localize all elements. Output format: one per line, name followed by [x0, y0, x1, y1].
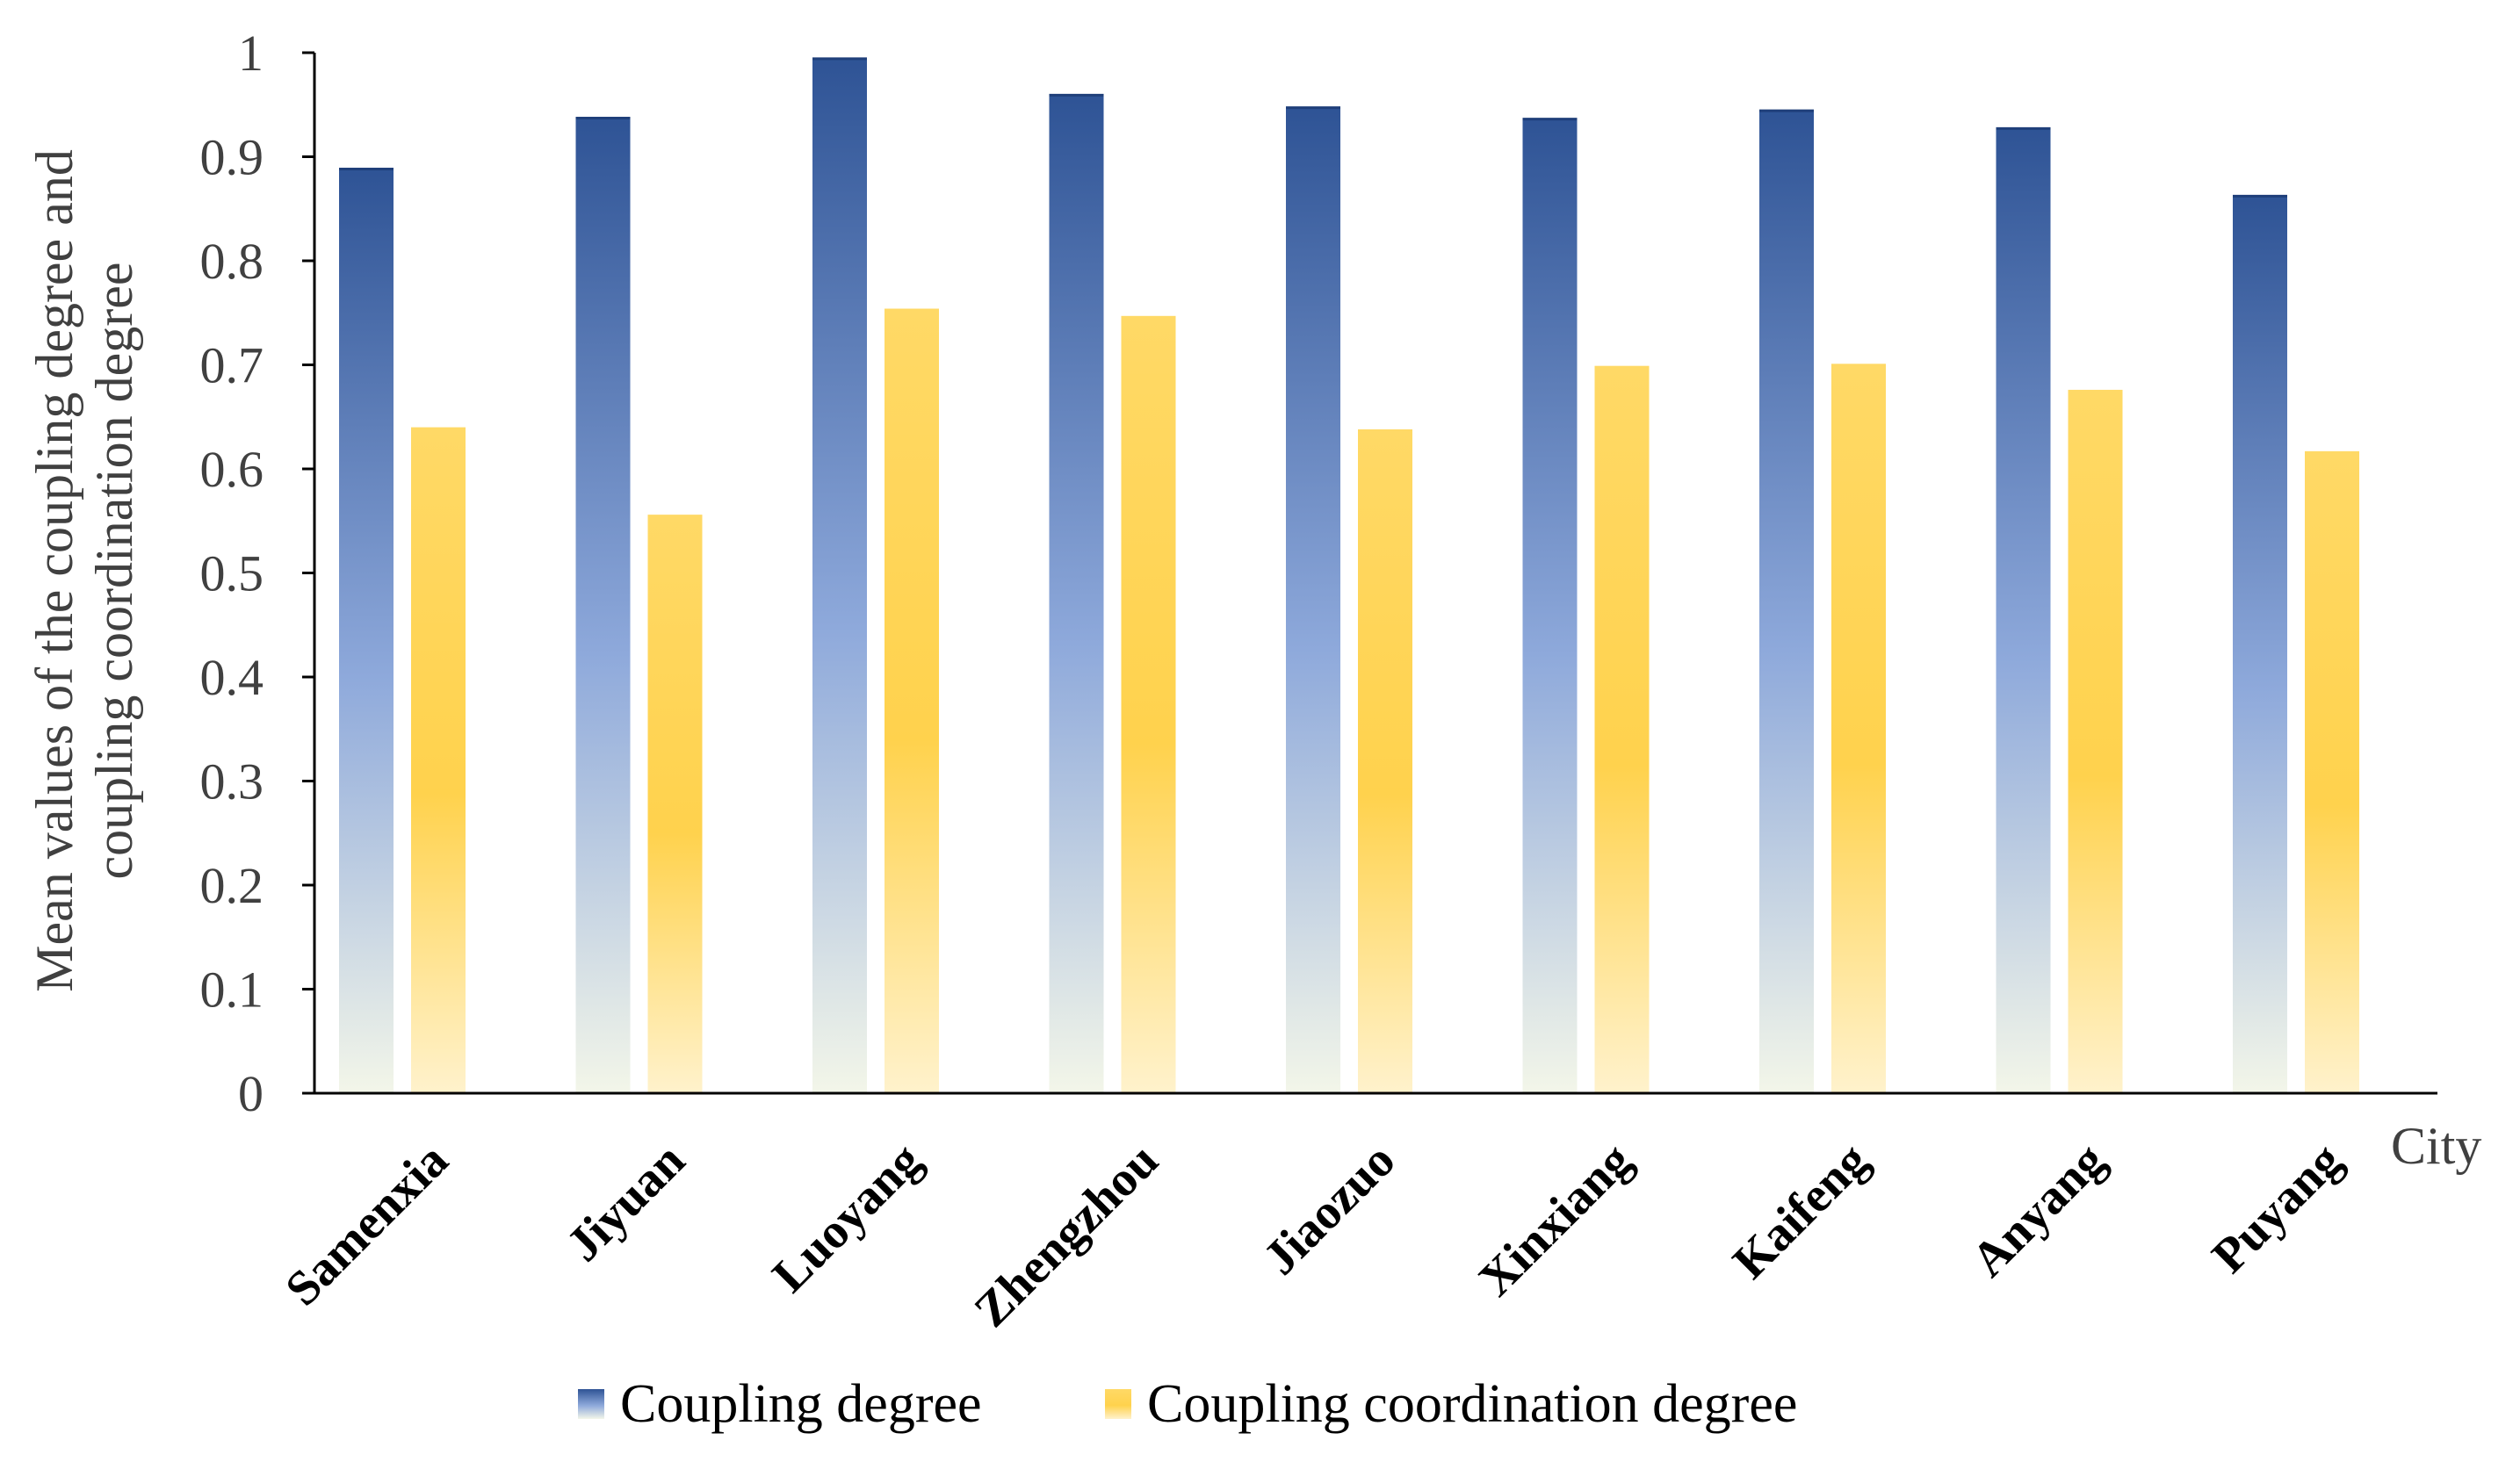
bar-coupling-coordination-degree-kaifeng — [1831, 364, 1886, 1093]
legend-swatch-coupling-coordination-degree — [1105, 1389, 1131, 1419]
x-category-label-jiaozuo: Jiaozuo — [1253, 1133, 1406, 1286]
x-axis-category-labels: Samenxia Jiyuan Luoyang Zhengzhou Jiaozuo Xin… — [275, 1133, 2352, 1337]
bar-coupling-degree-puyang — [2233, 195, 2287, 1094]
y-tick-label: 0.5 — [200, 545, 264, 602]
y-axis-title-line-2: coupling coordination degree — [85, 262, 143, 879]
y-tick-label: 0 — [238, 1065, 264, 1122]
x-category-label-samenxia: Samenxia — [275, 1133, 459, 1316]
bar-coupling-degree-jiaozuo — [1286, 106, 1340, 1094]
x-category-label-puyang: Puyang — [2202, 1133, 2352, 1283]
bar-coupling-coordination-degree-xinxiang — [1594, 365, 1650, 1093]
bar-coupling-coordination-degree-samenxia — [411, 427, 466, 1094]
x-category-label-luoyang: Luoyang — [762, 1133, 932, 1302]
bar-coupling-coordination-degree-puyang — [2305, 450, 2359, 1093]
y-tick-label: 0.6 — [200, 441, 264, 498]
x-axis-title: City — [2391, 1117, 2481, 1175]
bar-coupling-degree-anyang — [1996, 127, 2051, 1093]
x-category-label-anyang: Anyang — [1961, 1133, 2116, 1287]
bar-coupling-coordination-degree-luoyang — [885, 308, 939, 1093]
y-tick-label: 0.4 — [200, 649, 264, 706]
bar-coupling-degree-zhengzhou — [1049, 94, 1104, 1093]
y-tick-label: 1 — [238, 25, 264, 82]
bar-coupling-degree-kaifeng — [1759, 110, 1814, 1093]
bar-coupling-degree-jiyuan — [575, 117, 631, 1094]
bar-coupling-degree-samenxia — [339, 168, 394, 1093]
y-tick-label: 0.1 — [200, 961, 264, 1019]
y-axis-title-line-1: Mean values of the coupling degree and — [25, 149, 83, 992]
legend-swatch-coupling-degree — [578, 1389, 604, 1419]
bar-coupling-degree-xinxiang — [1522, 118, 1578, 1093]
y-tick-label: 0.2 — [200, 857, 264, 914]
legend-label-coupling-coordination-degree: Coupling coordination degree — [1147, 1374, 1797, 1434]
legend: Coupling degree Coupling coordination de… — [578, 1374, 1797, 1434]
x-category-label-zhengzhou: Zhengzhou — [964, 1133, 1169, 1337]
bar-coupling-coordination-degree-jiaozuo — [1358, 429, 1412, 1094]
x-category-label-jiyuan: Jiyuan — [556, 1133, 695, 1271]
bar-coupling-degree-luoyang — [812, 57, 867, 1093]
y-tick-label: 0.8 — [200, 233, 264, 290]
y-axis-ticks: 0 0.1 0.2 0.3 0.4 0.5 0.6 0.7 0.8 0.9 1 — [200, 25, 314, 1122]
x-category-label-kaifeng: Kaifeng — [1722, 1133, 1879, 1289]
legend-label-coupling-degree: Coupling degree — [620, 1374, 982, 1434]
bar-coupling-coordination-degree-jiyuan — [647, 515, 703, 1093]
bar-coupling-coordination-degree-zhengzhou — [1121, 315, 1176, 1093]
y-tick-label: 0.7 — [200, 337, 264, 394]
y-tick-label: 0.3 — [200, 753, 264, 810]
bar-coupling-coordination-degree-anyang — [2068, 389, 2123, 1093]
y-tick-label: 0.9 — [200, 129, 264, 186]
bars — [339, 57, 2359, 1094]
x-category-label-xinxiang: Xinxiang — [1469, 1133, 1643, 1307]
y-axis-title: Mean values of the coupling degree and c… — [25, 149, 143, 992]
